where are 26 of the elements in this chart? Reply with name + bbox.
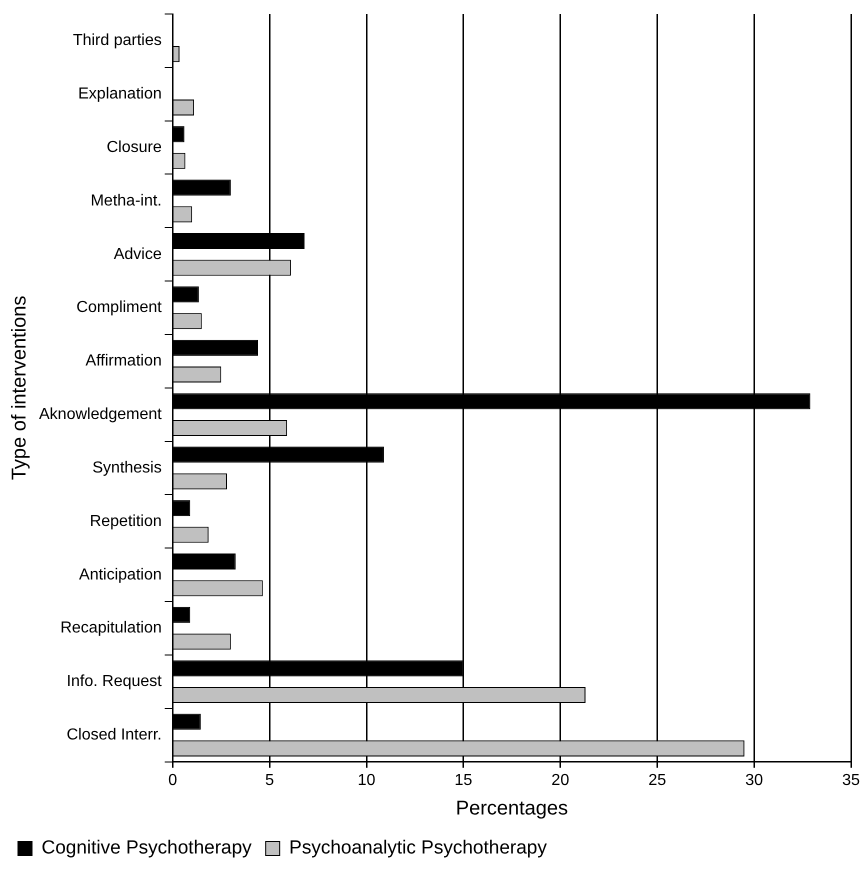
x-tick-label: 5 — [265, 772, 274, 789]
legend-label: Psychoanalytic Psychotherapy — [289, 838, 548, 859]
y-tick-label: Anticipation — [79, 566, 162, 584]
y-tick-label: Third parties — [72, 32, 162, 50]
y-tick-label: Closure — [106, 138, 162, 156]
legend-label: Cognitive Psychotherapy — [42, 838, 252, 859]
y-tick-label: Advice — [114, 246, 162, 263]
y-tick-label: Aknowledgement — [38, 406, 162, 424]
x-axis-title: Percentages — [456, 798, 568, 820]
y-tick-label: Info. Request — [66, 673, 162, 690]
y-axis-title: Type of interventions — [8, 296, 31, 480]
y-tick-label: Closed Interr. — [66, 726, 162, 744]
x-tick-label: 35 — [842, 772, 860, 789]
x-tick-label: 30 — [745, 772, 764, 789]
x-tick-label: 20 — [551, 772, 570, 789]
x-tick-label: 10 — [358, 772, 376, 789]
y-tick-label: Repetition — [90, 512, 162, 530]
y-tick-label: Recapitulation — [60, 620, 162, 637]
y-tick-label: Synthesis — [92, 459, 162, 476]
x-tick-label: 0 — [168, 772, 178, 789]
y-tick-label: Affirmation — [86, 352, 162, 370]
y-tick-label: Compliment — [76, 299, 162, 316]
y-tick-label: Explanation — [78, 86, 162, 103]
x-tick-label: 15 — [454, 772, 472, 789]
y-tick-label: Metha-int. — [90, 192, 162, 210]
x-tick-label: 25 — [648, 772, 666, 789]
